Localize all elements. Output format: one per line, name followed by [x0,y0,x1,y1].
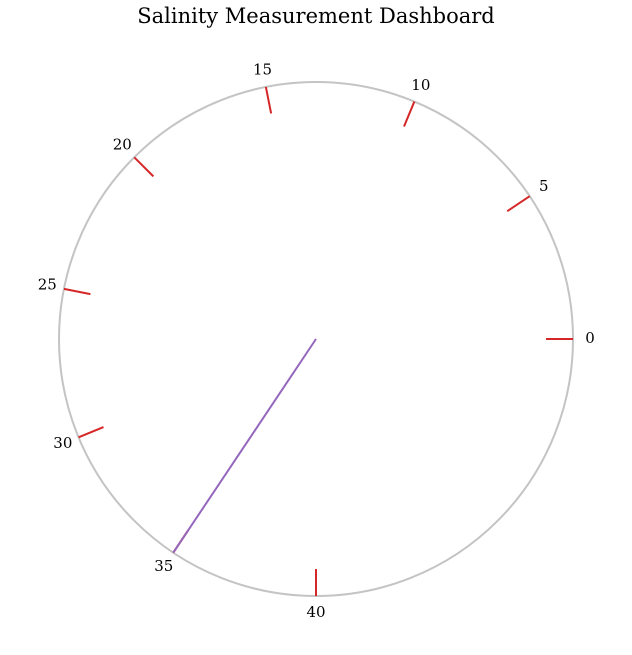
gauge-tick-5 [506,195,531,213]
chart-title: Salinity Measurement Dashboard [137,4,495,28]
gauge-tick-label-40: 40 [306,603,325,621]
gauge-tick-25 [63,287,91,296]
gauge-tick-label-25: 25 [38,276,57,294]
gauge-tick-15 [264,86,273,114]
gauge-tick-label-30: 30 [53,434,72,452]
gauge-tick-label-0: 0 [585,329,595,347]
gauge-tick-labels: 0 5 10 15 20 25 30 35 40 [38,60,595,621]
gauge-tick-label-35: 35 [154,557,173,575]
gauge-needle [172,338,317,554]
gauge-tick-label-20: 20 [113,135,132,153]
gauge-tick-10 [403,101,416,127]
gauge-tick-label-5: 5 [539,177,549,195]
gauge-tick-label-10: 10 [411,76,430,94]
gauge-tick-label-15: 15 [253,60,272,78]
gauge-tick-30 [78,426,104,439]
gauge-ticks [63,86,573,596]
gauge-tick-20 [133,156,155,178]
